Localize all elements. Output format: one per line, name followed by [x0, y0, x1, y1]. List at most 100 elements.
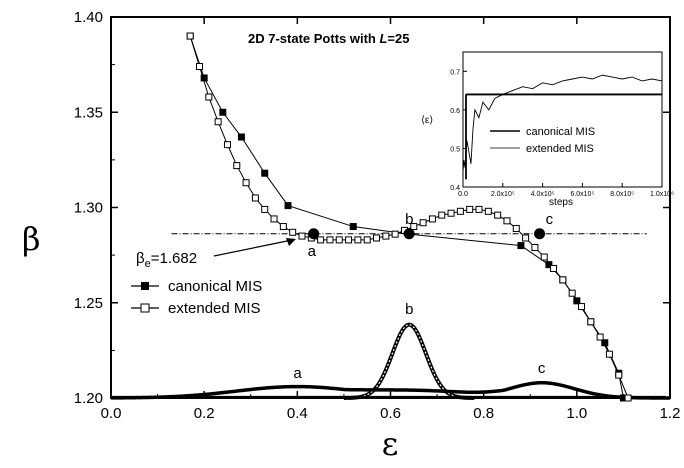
legend-label-extended: extended MIS [168, 300, 261, 317]
series-point-1 [186, 32, 194, 40]
inset-series [462, 74, 663, 180]
series-point-1 [419, 219, 427, 227]
series-point-1 [233, 162, 241, 170]
series-point-1 [391, 230, 399, 238]
x-axis-title: ε [382, 425, 399, 463]
point-label-c: c [546, 211, 554, 228]
series-point-1 [196, 63, 204, 71]
series-point-1 [596, 333, 604, 341]
series-point-1 [577, 303, 585, 311]
series-point-1 [242, 179, 250, 187]
series-point-1 [345, 236, 353, 244]
point-label-a: a [308, 243, 317, 260]
title-variable: L [379, 31, 387, 46]
inset-legend: canonical MIS extended MIS [490, 126, 595, 155]
series-point-1 [475, 205, 483, 213]
beta-e-symbol: β [136, 250, 145, 267]
series-point-1 [326, 236, 334, 244]
y-tick-label: 1.40 [74, 9, 103, 26]
inset-y-tick-label: 0.7 [450, 69, 460, 76]
y-tick-label: 1.30 [74, 200, 103, 217]
series-point-1 [279, 223, 287, 231]
point-label-b: b [405, 211, 413, 228]
legend-item-canonical: canonical MIS [131, 278, 262, 295]
inset-legend-label-extended: extended MIS [526, 143, 594, 155]
series-point-1 [512, 224, 520, 232]
inset-x-tick-label: 2.0x10⁵ [491, 191, 515, 198]
inset-x-tick-label: 4.0x10⁵ [531, 191, 555, 198]
x-tick-label: 1.0 [566, 405, 587, 422]
series-point-0 [517, 242, 525, 250]
histogram-label-c: c [538, 360, 546, 377]
y-tick-label: 1.35 [74, 104, 103, 121]
series-point-1 [531, 244, 539, 252]
series-point-0 [219, 108, 227, 116]
series-point-1 [251, 194, 259, 202]
series-point-0 [349, 223, 357, 231]
inset-x-tick-label: 1.0x10⁶ [650, 191, 674, 198]
series-point-1 [605, 350, 613, 358]
x-tick-label: 0.0 [101, 405, 122, 422]
series-point-1 [373, 234, 381, 242]
x-tick-label: 0.6 [380, 405, 401, 422]
series-point-1 [624, 394, 632, 402]
beta-e-value: =1.682 [151, 250, 197, 267]
point-b [403, 228, 415, 240]
series-point-1 [298, 232, 306, 240]
inset-x-tick-label: 8.0x10⁵ [610, 191, 634, 198]
histogram-label-b: b [405, 301, 413, 318]
point-c [534, 228, 546, 240]
series-point-1 [382, 232, 390, 240]
series-point-1 [438, 211, 446, 219]
legend-label-canonical: canonical MIS [168, 278, 262, 295]
x-tick-label: 0.2 [194, 405, 215, 422]
y-tick-label: 1.25 [74, 295, 103, 312]
series-layer [186, 32, 632, 402]
series-point-1 [354, 236, 362, 244]
series-point-1 [261, 205, 269, 213]
series-point-0 [261, 169, 269, 177]
series-point-1 [205, 93, 213, 101]
x-tick-label: 1.2 [660, 405, 681, 422]
series-point-1 [522, 234, 530, 242]
beta-e-arrow [213, 238, 296, 257]
inset-y-tick-label: 0.6 [450, 108, 460, 115]
point-a [308, 228, 320, 240]
series-point-1 [456, 207, 464, 215]
beta-e-label: βe=1.682 [136, 250, 197, 270]
series-point-0 [284, 202, 292, 210]
series-point-0 [545, 261, 553, 269]
series-point-1 [466, 205, 474, 213]
histogram-b-texture [343, 324, 475, 399]
series-point-1 [494, 211, 502, 219]
coexistence-points: a b c [308, 211, 554, 260]
inset-y-axis-title: ⟨ε⟩ [421, 115, 433, 126]
histograms: a b c [110, 301, 671, 400]
x-tick-label: 0.4 [287, 405, 308, 422]
series-point-1 [289, 228, 297, 236]
series-point-1 [214, 118, 222, 126]
title-prefix: 2D 7-state Potts with [248, 31, 379, 46]
chart-title: 2D 7-state Potts with L=25 [248, 31, 409, 46]
series-point-1 [335, 236, 343, 244]
inset-y-tick-label: 0.5 [450, 146, 460, 153]
histogram-label-a: a [293, 365, 302, 382]
legend-marker-extended [140, 303, 150, 313]
beta-e-arrow-head [286, 238, 296, 246]
series-point-1 [587, 318, 595, 326]
series-point-1 [550, 264, 558, 272]
beta-e-subscript: e [145, 258, 151, 270]
series-point-1 [270, 215, 278, 223]
series-point-1 [615, 371, 623, 379]
series-point-1 [484, 207, 492, 215]
inset-frame [462, 51, 663, 188]
series-point-1 [223, 141, 231, 149]
series-point-1 [503, 217, 511, 225]
series-point-0 [237, 133, 245, 141]
inset-x-tick-label: 6.0x10⁵ [570, 191, 594, 198]
legend: canonical MIS extended MIS [131, 278, 262, 317]
series-point-1 [447, 209, 455, 217]
inset-x-tick-label: 0.0 [458, 191, 468, 198]
inset-y-tick-label: 0.4 [450, 185, 460, 192]
